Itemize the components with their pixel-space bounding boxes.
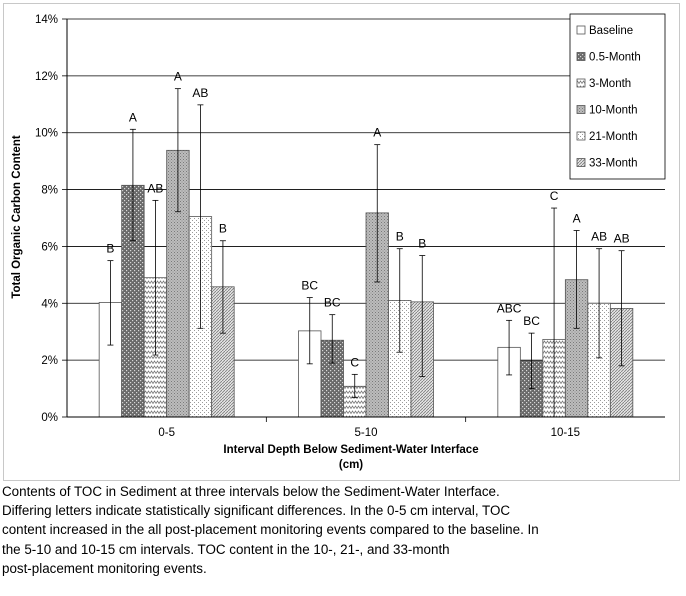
y-tick-label: 14%: [35, 14, 58, 26]
x-axis-title-line: Interval Depth Below Sediment-Water Inte…: [223, 444, 478, 456]
y-tick-label: 6%: [41, 241, 58, 253]
legend-swatch: [576, 105, 586, 114]
legend-swatch: [576, 131, 586, 141]
significance-label: AB: [591, 230, 607, 244]
x-tick-label: 0-5: [158, 427, 175, 439]
error-bars: [107, 88, 625, 418]
axes: 0% 2% 4% 6% 8% 10% 12% 14% 0-5 5-10 10-15: [35, 14, 665, 439]
significance-label: AB: [614, 232, 630, 246]
significance-label: BC: [301, 279, 318, 293]
figure-caption: Contents of TOC in Sediment at three int…: [2, 484, 539, 576]
legend: Baseline 0.5-Month 3-Month 10-Month 21-Month…: [569, 13, 666, 180]
significance-label: B: [219, 222, 227, 236]
significance-label: C: [350, 355, 359, 369]
x-tick-label: 10-15: [551, 427, 580, 439]
legend-label: 3-Month: [589, 78, 631, 90]
y-tick-label: 10%: [35, 128, 58, 140]
chart-frame: [3, 3, 680, 481]
y-tick-label: 12%: [35, 71, 58, 83]
legend-swatch: [576, 25, 586, 35]
significance-label: BC: [523, 314, 540, 328]
significance-label: B: [418, 237, 426, 251]
significance-label: BC: [324, 296, 341, 310]
significance-label: A: [573, 212, 581, 226]
x-axis-title: Interval Depth Below Sediment-Water Inte…: [223, 444, 478, 471]
significance-label: C: [550, 189, 559, 203]
y-tick-label: 0%: [41, 412, 58, 424]
legend-label: 10-Month: [589, 105, 638, 117]
significance-label: A: [174, 70, 182, 84]
x-axis-title-line: (cm): [339, 459, 363, 471]
significance-label: B: [106, 242, 114, 256]
significance-label: ABC: [497, 301, 522, 315]
y-tick-label: 4%: [41, 298, 58, 310]
y-axis-title: Total Organic Carbon Content: [11, 135, 23, 299]
legend-label: 33-Month: [589, 158, 638, 170]
legend-swatch: [576, 78, 586, 88]
legend-label: Baseline: [589, 25, 633, 37]
legend-label: 0.5-Month: [589, 52, 641, 64]
significance-label: A: [129, 110, 137, 124]
significance-label: AB: [192, 86, 208, 100]
legend-swatch: [576, 158, 586, 167]
legend-swatch: [576, 52, 586, 61]
significance-label: B: [396, 230, 404, 244]
significance-label: AB: [147, 181, 163, 195]
legend-box: [569, 13, 666, 180]
y-tick-label: 2%: [41, 355, 58, 367]
x-tick-label: 5-10: [354, 427, 377, 439]
legend-label: 21-Month: [589, 131, 638, 143]
y-tick-label: 8%: [41, 185, 58, 197]
significance-label: A: [373, 126, 381, 140]
